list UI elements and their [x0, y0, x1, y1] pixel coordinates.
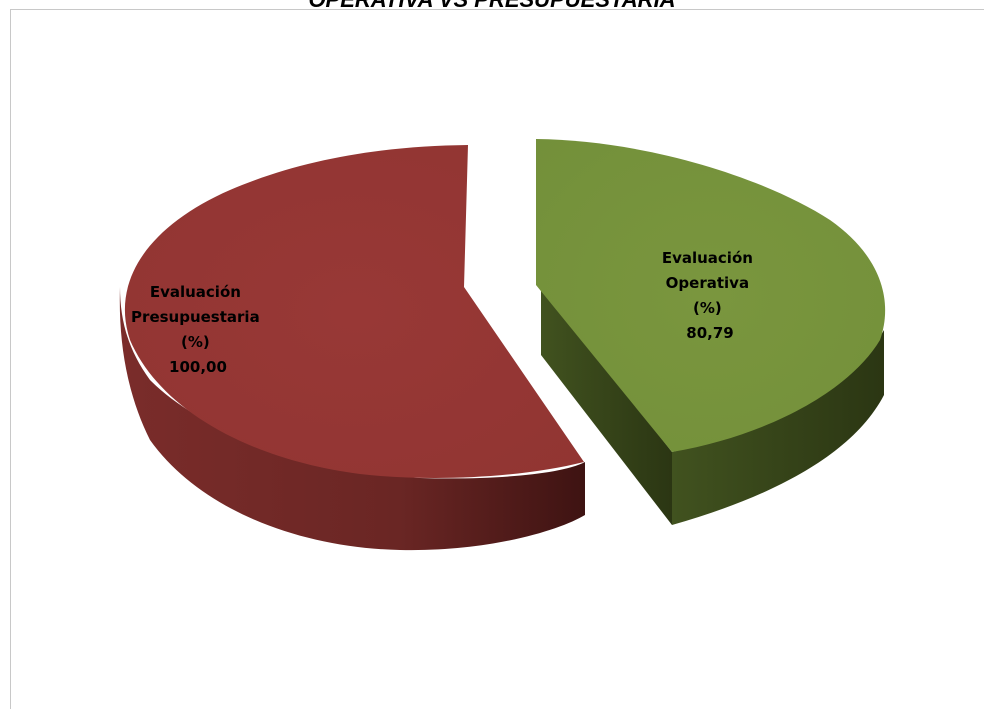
slice-side-operativa-outer	[672, 330, 884, 525]
slice-label-line: 80,79	[686, 324, 733, 342]
slice-label-line: (%)	[693, 299, 722, 317]
slice-side-presupuestaria	[119, 287, 585, 551]
chart-frame	[10, 9, 984, 709]
slice-side-operativa	[541, 285, 672, 525]
slice-operativa	[536, 139, 886, 452]
slice-label-line: Presupuestaria	[131, 308, 260, 326]
slice-label-line: (%)	[181, 333, 210, 351]
label-presupuestaria: Evaluación Presupuestaria (%) 100,00	[131, 283, 265, 376]
label-operativa: Evaluación Operativa (%) 80,79	[662, 249, 758, 342]
slice-presupuestaria	[124, 145, 584, 478]
slice-label-line: 100,00	[169, 358, 227, 376]
slice-label-line: Evaluación	[150, 283, 241, 301]
slice-label-line: Operativa	[666, 274, 749, 292]
slice-label-line: Evaluación	[662, 249, 753, 267]
chart-title: OPERATIVA VS PRESUPUESTARIA	[0, 0, 984, 13]
